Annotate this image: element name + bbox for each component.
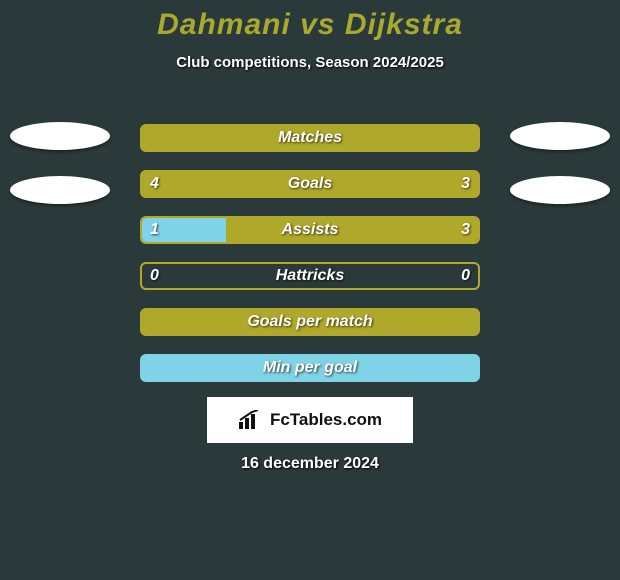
stat-bar-left-value: 1 [142,218,167,242]
stat-bar: Hattricks0 0 [140,262,480,290]
player-right-oval-2 [510,176,610,204]
player-right-oval-1 [510,122,610,150]
stat-bar-label: Goals per match [142,310,478,334]
stat-bar-right-value: 0 [453,264,478,288]
logo-chart-icon [238,410,264,430]
stat-bar-right-value: 3 [453,218,478,242]
logo-box: FcTables.com [207,397,413,443]
player-left-oval-2 [10,176,110,204]
stat-bar: Assists1 3 [140,216,480,244]
title: Dahmani vs Dijkstra [0,8,620,42]
date-text: 16 december 2024 [0,455,620,473]
player-left-oval-1 [10,122,110,150]
stat-bar-right-value: 3 [453,172,478,196]
stat-bar-left-value: 4 [142,172,167,196]
stat-bar-label: Goals [142,172,478,196]
comparison-card: Dahmani vs Dijkstra Club competitions, S… [0,0,620,580]
stat-bar: Matches [140,124,480,152]
stat-bar-label: Assists [142,218,478,242]
subtitle: Club competitions, Season 2024/2025 [0,54,620,71]
stat-bar: Goals4 3 [140,170,480,198]
stat-bar-label: Min per goal [142,356,478,380]
stat-bar-left-value: 0 [142,264,167,288]
stat-bar: Min per goal [140,354,480,382]
logo-text: FcTables.com [270,410,382,430]
stat-bars: MatchesGoals43Assists13Hattricks00Goals … [140,124,480,400]
stat-bar-label: Matches [142,126,478,150]
stat-bar-label: Hattricks [142,264,478,288]
stat-bar: Goals per match [140,308,480,336]
